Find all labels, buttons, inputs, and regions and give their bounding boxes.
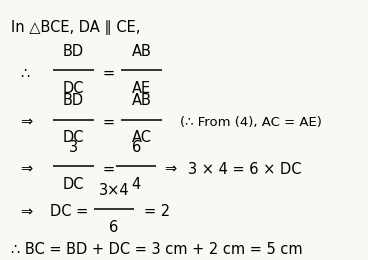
Text: AC: AC <box>132 130 152 145</box>
Text: ⇒: ⇒ <box>20 204 32 219</box>
Text: 3: 3 <box>69 140 78 155</box>
Text: 6: 6 <box>131 140 141 155</box>
Text: 3×4: 3×4 <box>99 183 130 198</box>
Text: BD: BD <box>63 43 84 58</box>
Text: In △BCE, DA ∥ CE,: In △BCE, DA ∥ CE, <box>11 20 141 35</box>
Text: DC: DC <box>63 130 84 145</box>
Text: =: = <box>103 115 114 130</box>
Text: 4: 4 <box>131 177 141 192</box>
Text: ⇒: ⇒ <box>20 161 32 177</box>
Text: ∴ BC = BD + DC = 3 cm + 2 cm = 5 cm: ∴ BC = BD + DC = 3 cm + 2 cm = 5 cm <box>11 242 302 257</box>
Text: AB: AB <box>132 93 152 108</box>
Text: AB: AB <box>132 43 152 58</box>
Text: DC =: DC = <box>50 204 88 219</box>
Text: = 2: = 2 <box>144 204 170 219</box>
Text: =: = <box>103 65 114 80</box>
Text: AE: AE <box>132 81 151 96</box>
Text: ⇒: ⇒ <box>164 161 176 177</box>
Text: DC: DC <box>63 81 84 96</box>
Text: (∴ From (4), AC = AE): (∴ From (4), AC = AE) <box>180 116 322 129</box>
Text: ⇒: ⇒ <box>20 115 32 130</box>
Text: BD: BD <box>63 93 84 108</box>
Text: 6: 6 <box>109 220 119 235</box>
Text: 3 × 4 = 6 × DC: 3 × 4 = 6 × DC <box>188 161 301 177</box>
Text: =: = <box>103 161 114 177</box>
Text: DC: DC <box>63 177 84 192</box>
Text: ∴: ∴ <box>20 65 29 80</box>
